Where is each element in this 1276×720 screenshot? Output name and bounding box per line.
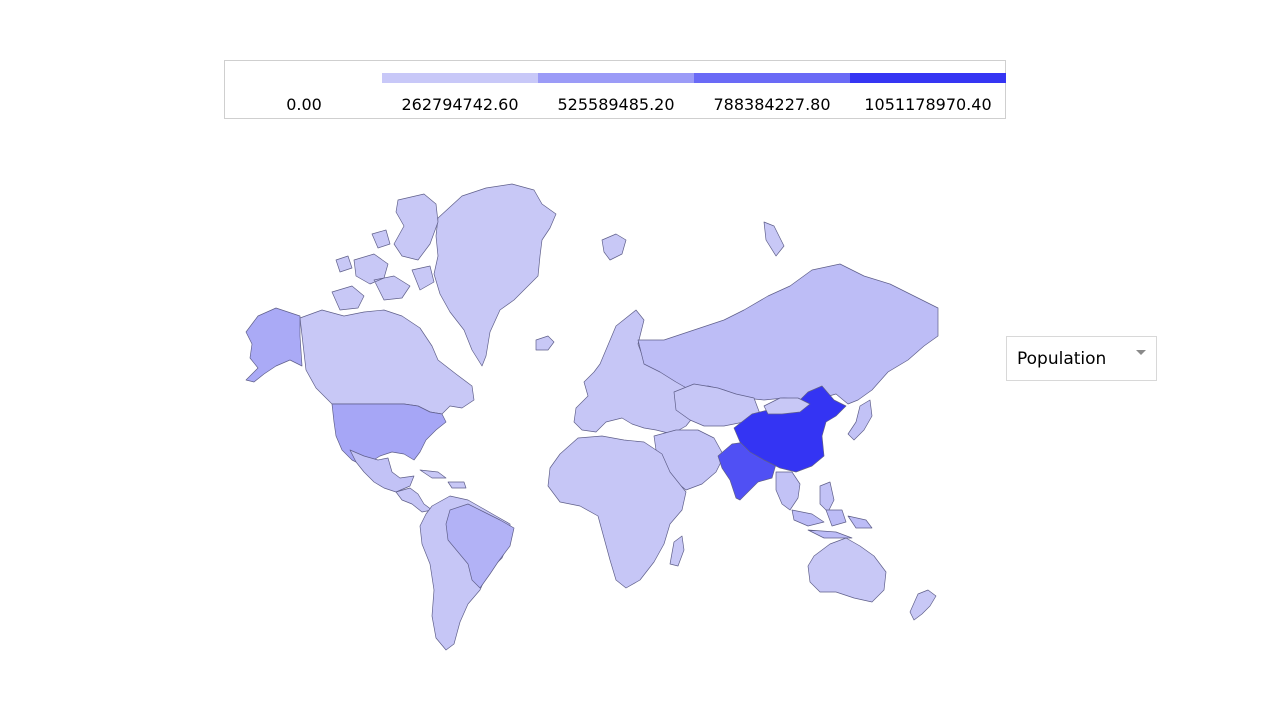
color-legend: 0.00 262794742.60 525589485.20 788384227… [224, 60, 1006, 119]
legend-swatch-0 [226, 73, 382, 83]
region-caribbean[interactable] [419, 469, 467, 489]
legend-label-2: 525589485.20 [557, 95, 675, 114]
legend-swatch-3 [694, 73, 850, 83]
region-svalbard[interactable] [601, 233, 627, 261]
region-iceland[interactable] [535, 335, 555, 351]
metric-select-dropdown[interactable]: Population [1006, 336, 1157, 381]
region-madagascar[interactable] [669, 535, 685, 567]
region-russia[interactable] [637, 263, 939, 405]
map-canvas[interactable] [224, 160, 940, 660]
legend-swatch-4 [850, 73, 1006, 83]
region-mongolia[interactable] [763, 397, 811, 415]
legend-swatch-2 [538, 73, 694, 83]
region-new-zealand[interactable] [909, 589, 937, 621]
legend-label-1: 262794742.60 [401, 95, 519, 114]
region-brazil[interactable] [445, 503, 515, 589]
region-southeast-asia[interactable] [775, 471, 835, 513]
legend-swatch-1 [382, 73, 538, 83]
dropdown-selected-value: Population [1017, 349, 1107, 369]
region-africa[interactable] [547, 435, 687, 589]
region-greenland[interactable] [433, 183, 557, 367]
region-australia[interactable] [807, 537, 887, 603]
legend-label-4: 1051178970.40 [864, 95, 992, 114]
legend-label-0: 0.00 [286, 95, 322, 114]
region-mexico[interactable] [349, 449, 415, 493]
region-canada[interactable] [299, 309, 475, 415]
region-indonesia[interactable] [791, 509, 873, 539]
region-japan[interactable] [847, 399, 873, 441]
caret-down-icon[interactable] [1136, 350, 1146, 355]
region-alaska[interactable] [245, 307, 303, 383]
region-novaya-zemlya[interactable] [763, 221, 785, 257]
region-united-states[interactable] [331, 403, 447, 467]
legend-label-3: 788384227.80 [713, 95, 831, 114]
world-choropleth-map[interactable] [224, 160, 940, 660]
region-canada-arctic[interactable] [331, 193, 439, 311]
region-central-america[interactable] [395, 487, 433, 513]
region-europe[interactable] [573, 309, 699, 435]
